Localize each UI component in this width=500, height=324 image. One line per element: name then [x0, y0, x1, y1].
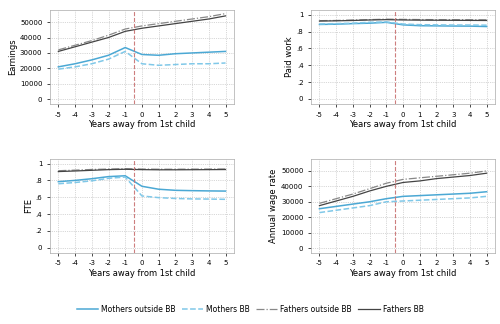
- Y-axis label: Paid work: Paid work: [285, 37, 294, 77]
- X-axis label: Years away from 1st child: Years away from 1st child: [88, 269, 196, 278]
- Legend: Mothers outside BB, Mothers BB, Fathers outside BB, Fathers BB: Mothers outside BB, Mothers BB, Fathers …: [74, 302, 426, 317]
- X-axis label: Years away from 1st child: Years away from 1st child: [350, 120, 457, 129]
- Y-axis label: FTE: FTE: [24, 198, 33, 213]
- X-axis label: Years away from 1st child: Years away from 1st child: [350, 269, 457, 278]
- Y-axis label: Earnings: Earnings: [8, 39, 17, 75]
- X-axis label: Years away from 1st child: Years away from 1st child: [88, 120, 196, 129]
- Y-axis label: Annual wage rate: Annual wage rate: [269, 168, 278, 243]
